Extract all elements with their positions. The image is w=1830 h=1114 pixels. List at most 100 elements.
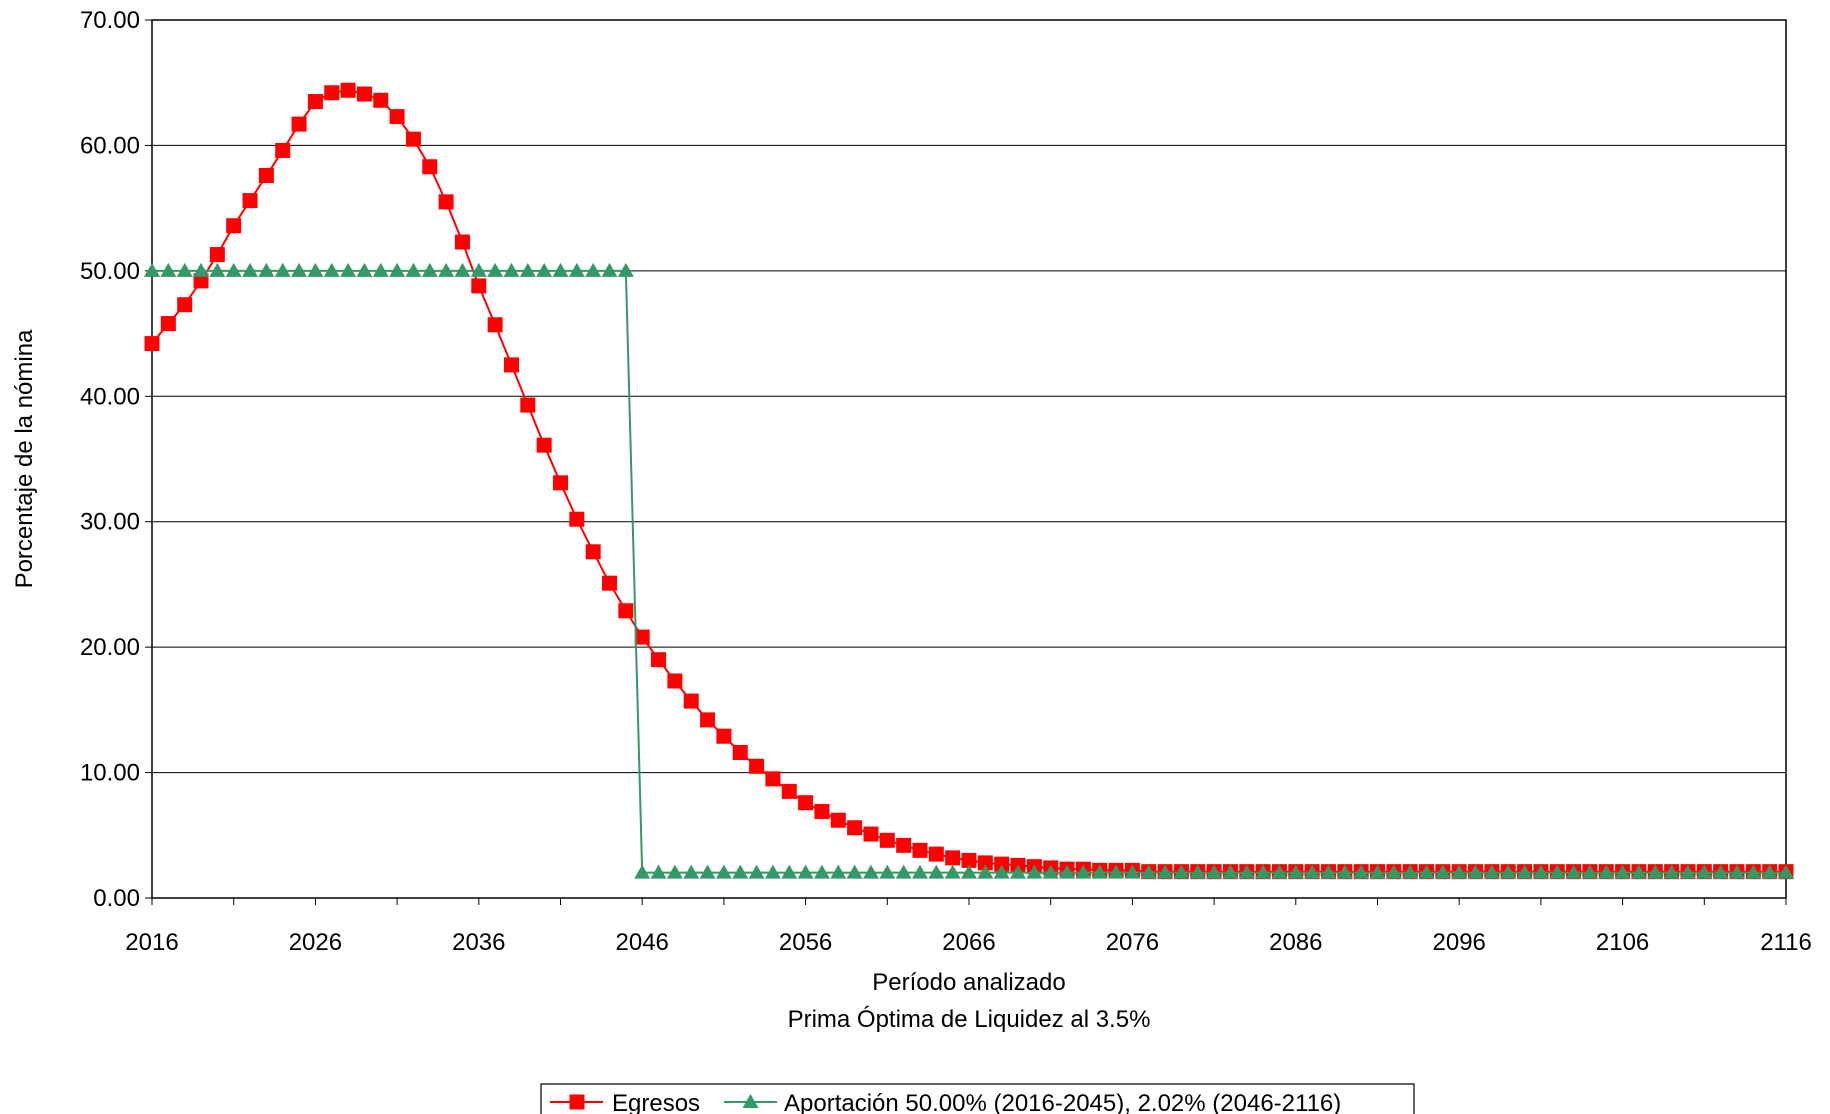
y-axis: 0.00 10.00 20.00 30.00 40.00 50.00 60.00 70.00: [80, 7, 152, 912]
data-point: [144, 262, 160, 277]
data-point: [307, 262, 324, 277]
data-point: [438, 194, 454, 210]
data-point: [666, 864, 683, 879]
x-tick-label: 2096: [1433, 929, 1486, 956]
data-point: [242, 262, 259, 277]
data-point: [1451, 864, 1468, 879]
data-point: [1761, 864, 1778, 879]
data-point: [1353, 864, 1370, 879]
legend-label-egresos: Egresos: [612, 1090, 700, 1114]
data-point: [1679, 864, 1696, 879]
data-point: [683, 864, 700, 879]
data-point: [1778, 864, 1794, 879]
data-point: [274, 262, 291, 277]
data-point: [862, 864, 879, 879]
data-point: [1712, 864, 1729, 879]
data-point: [225, 262, 242, 277]
legend-label-aportacion: Aportación 50.00% (2016-2045), 2.02% (20…: [784, 1090, 1341, 1114]
data-point: [487, 262, 504, 277]
data-point: [912, 842, 928, 858]
data-point: [405, 131, 421, 147]
data-point: [879, 832, 895, 848]
data-point: [520, 397, 536, 413]
data-point: [863, 826, 879, 842]
data-point: [928, 864, 945, 879]
data-point: [813, 864, 830, 879]
data-point: [470, 262, 487, 277]
data-point: [1434, 864, 1451, 879]
data-point: [160, 262, 177, 277]
data-point: [1238, 864, 1255, 879]
data-point: [373, 92, 389, 108]
data-point: [536, 437, 552, 453]
data-point: [1614, 864, 1631, 879]
data-point: [1336, 864, 1353, 879]
data-point: [324, 85, 340, 101]
data-point: [1663, 864, 1680, 879]
data-point: [634, 864, 651, 879]
x-tick-label: 2026: [289, 929, 342, 956]
data-point: [356, 262, 373, 277]
data-point: [765, 771, 781, 787]
data-point: [716, 728, 732, 744]
data-point: [569, 511, 585, 527]
data-point: [650, 864, 667, 879]
y-tick-label: 60.00: [80, 132, 140, 159]
data-point: [1010, 864, 1027, 879]
x-axis-title: Período analizado: [872, 969, 1065, 996]
data-point: [797, 864, 814, 879]
data-point: [1255, 864, 1272, 879]
x-tick-label: 2086: [1269, 929, 1322, 956]
data-point: [1696, 864, 1713, 879]
data-point: [1304, 864, 1321, 879]
legend-box: [540, 1083, 1415, 1114]
data-point: [144, 336, 160, 352]
data-point: [1173, 864, 1190, 879]
data-point: [177, 297, 193, 313]
data-point: [699, 864, 716, 879]
legend-marker-aportacion: [742, 1094, 759, 1108]
x-axis: 2016 2026 2036 2046 2056 2066 2076 2086 2096 2106…: [125, 898, 1812, 956]
data-point: [1026, 864, 1043, 879]
data-point: [553, 475, 568, 491]
data-point: [454, 262, 471, 277]
data-point: [1532, 864, 1549, 879]
data-point: [1467, 864, 1484, 879]
data-point: [1042, 864, 1059, 879]
data-point: [519, 262, 536, 277]
data-point: [1091, 864, 1108, 879]
data-point: [1581, 864, 1598, 879]
chart-subtitle: Prima Óptima de Liquidez al 3.5%: [788, 1006, 1151, 1033]
data-point: [602, 575, 618, 591]
plot-area: [151, 19, 1787, 899]
data-point: [945, 850, 961, 866]
data-point: [1157, 864, 1174, 879]
data-point: [961, 852, 977, 868]
data-point: [209, 262, 226, 277]
data-point: [160, 316, 176, 332]
data-point: [1369, 864, 1386, 879]
x-tick-label: 2036: [452, 929, 505, 956]
data-point: [307, 94, 323, 110]
data-point: [830, 864, 847, 879]
data-point: [422, 159, 438, 175]
data-point: [781, 864, 798, 879]
y-tick-label: 70.00: [80, 7, 140, 34]
data-point: [226, 218, 242, 234]
data-point: [634, 629, 650, 645]
data-point: [895, 864, 912, 879]
data-point: [651, 652, 667, 668]
data-point: [323, 262, 340, 277]
data-point: [1189, 864, 1206, 879]
data-point: [291, 116, 307, 132]
data-point: [961, 864, 977, 879]
data-point: [1745, 864, 1762, 879]
data-point: [438, 262, 455, 277]
data-point: [503, 357, 519, 373]
x-tick-label: 2076: [1106, 929, 1159, 956]
data-point: [1483, 864, 1500, 879]
data-point: [552, 262, 569, 277]
data-point: [421, 262, 438, 277]
data-point: [781, 783, 797, 799]
